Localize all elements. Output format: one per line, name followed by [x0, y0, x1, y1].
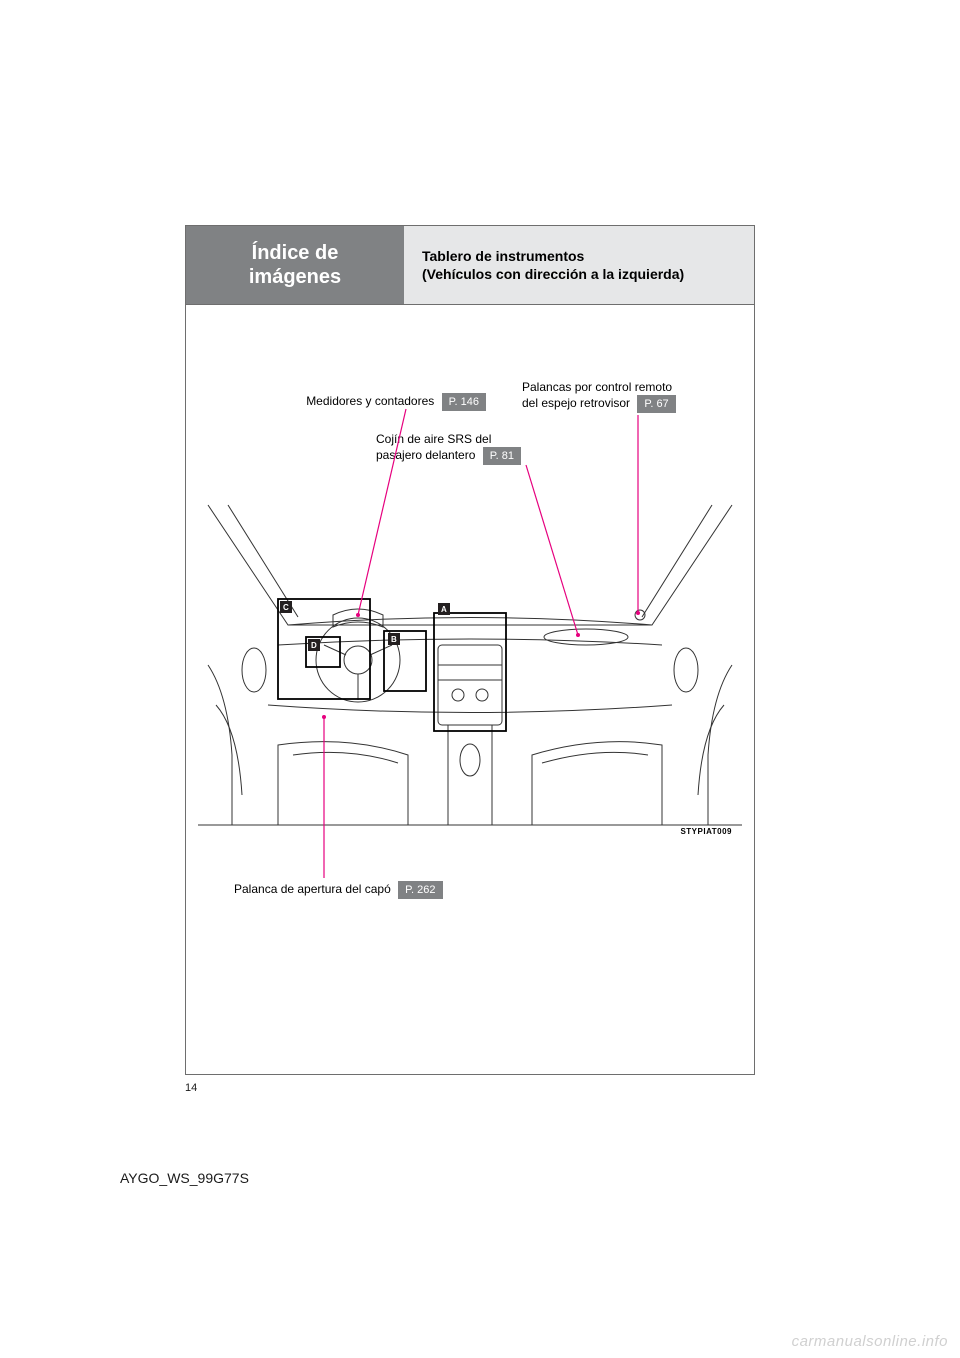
page-tag-mirror[interactable]: P. 67 [637, 395, 675, 413]
dashboard-illustration: A B C D [198, 495, 742, 835]
watermark: carmanualsonline.info [792, 1333, 948, 1350]
svg-text:C: C [283, 603, 289, 612]
callout-hood-label: Palanca de apertura del capó [234, 882, 391, 896]
svg-text:A: A [441, 605, 447, 614]
svg-text:B: B [391, 635, 397, 644]
marker-c: C [280, 601, 292, 613]
header-left: Índice de imágenes [186, 226, 404, 304]
header-right-line1: Tablero de instrumentos [422, 247, 754, 265]
page-tag-airbag[interactable]: P. 81 [483, 447, 521, 465]
callout-mirror: Palancas por control remoto del espejo r… [522, 379, 744, 413]
header-left-line2: imágenes [249, 266, 341, 288]
svg-text:D: D [311, 641, 317, 650]
callout-meters-label: Medidores y contadores [306, 394, 434, 408]
callout-airbag: Cojín de aire SRS del pasajero delantero… [376, 431, 616, 465]
callout-airbag-line2: pasajero delantero [376, 448, 475, 462]
dashboard-svg: A B C D [198, 495, 742, 835]
marker-a: A [438, 603, 450, 615]
header-right-line2: (Vehículos con dirección a la izquierda) [422, 265, 754, 283]
callout-airbag-line1: Cojín de aire SRS del [376, 432, 491, 446]
callout-mirror-line2: del espejo retrovisor [522, 396, 630, 410]
marker-d: D [308, 639, 320, 651]
page-tag-meters[interactable]: P. 146 [442, 393, 486, 411]
page-tag-hood[interactable]: P. 262 [398, 881, 442, 899]
marker-b: B [388, 633, 400, 645]
header-bar: Índice de imágenes Tablero de instrument… [186, 226, 754, 305]
callout-mirror-line1: Palancas por control remoto [522, 380, 672, 394]
callout-hood: Palanca de apertura del capó P. 262 [234, 881, 554, 899]
content-area: Medidores y contadores P. 146 Palancas p… [186, 305, 754, 1075]
callout-meters: Medidores y contadores P. 146 [246, 393, 486, 411]
page-frame: Índice de imágenes Tablero de instrument… [185, 225, 755, 1075]
page-number: 14 [185, 1082, 197, 1094]
header-right: Tablero de instrumentos (Vehículos con d… [404, 226, 754, 304]
header-left-line1: Índice de [252, 242, 339, 264]
doc-code: AYGO_WS_99G77S [120, 1170, 249, 1186]
